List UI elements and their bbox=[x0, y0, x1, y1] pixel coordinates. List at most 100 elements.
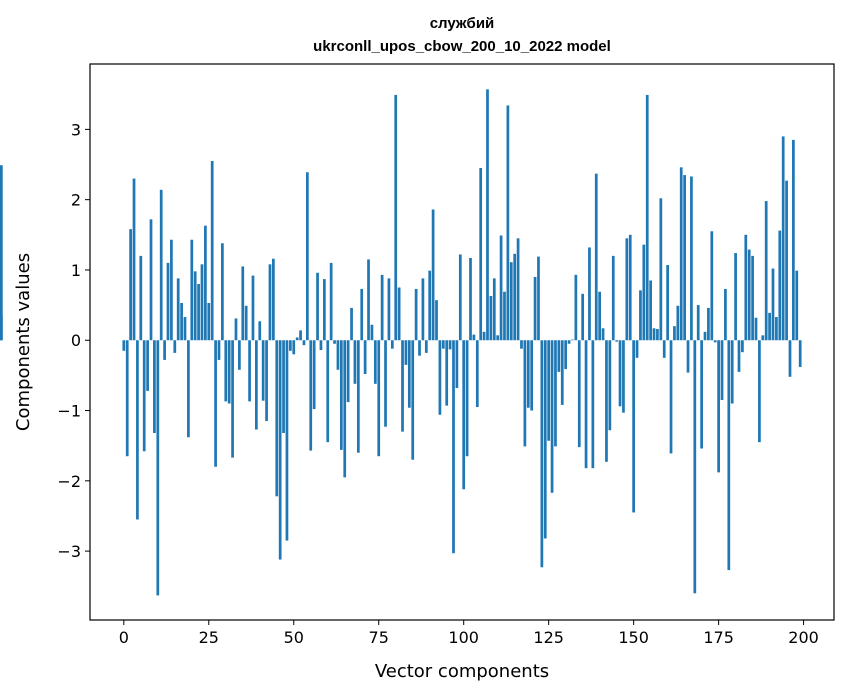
bar bbox=[577, 340, 581, 448]
bar bbox=[690, 176, 693, 341]
chart-subtitle: ukrconll_upos_cbow_200_10_2022 model bbox=[313, 38, 611, 55]
bar bbox=[710, 231, 714, 341]
bar bbox=[775, 317, 778, 341]
bar bbox=[523, 340, 527, 447]
bar bbox=[428, 270, 432, 341]
bar bbox=[210, 161, 214, 341]
bar bbox=[200, 264, 204, 341]
bar bbox=[503, 291, 506, 341]
bar bbox=[798, 340, 802, 367]
bar bbox=[146, 340, 149, 391]
bar bbox=[319, 340, 323, 351]
x-tick-label: 125 bbox=[533, 628, 564, 647]
bar bbox=[421, 278, 425, 341]
bar bbox=[462, 340, 466, 490]
bar bbox=[676, 305, 680, 341]
bar bbox=[204, 225, 207, 341]
bar bbox=[292, 340, 296, 355]
bar bbox=[588, 247, 591, 341]
plot-frame bbox=[89, 63, 835, 621]
x-tick-label: 75 bbox=[369, 628, 389, 647]
bar bbox=[598, 291, 602, 341]
bar bbox=[771, 268, 775, 341]
bar bbox=[741, 340, 744, 353]
bar bbox=[370, 324, 374, 341]
bar bbox=[166, 262, 170, 341]
bar bbox=[272, 258, 275, 341]
bar bbox=[652, 328, 656, 341]
bar bbox=[404, 340, 408, 365]
bar bbox=[543, 340, 547, 539]
bar bbox=[669, 340, 673, 454]
bar bbox=[703, 331, 707, 341]
bar bbox=[224, 340, 228, 402]
bar bbox=[734, 253, 737, 341]
bar bbox=[744, 234, 748, 341]
bar bbox=[333, 340, 336, 344]
bar bbox=[751, 255, 754, 341]
bar bbox=[241, 266, 245, 341]
bar bbox=[173, 340, 177, 353]
bar bbox=[407, 340, 411, 408]
bar bbox=[316, 272, 319, 341]
y-tick-label: −1 bbox=[57, 402, 81, 421]
bar bbox=[217, 340, 221, 360]
bar bbox=[554, 340, 557, 447]
bar bbox=[615, 340, 619, 342]
bar bbox=[628, 234, 632, 341]
bar bbox=[435, 300, 438, 341]
y-tick-label: 2 bbox=[71, 191, 81, 210]
bar bbox=[234, 318, 238, 341]
bar bbox=[516, 238, 520, 341]
bar bbox=[251, 275, 255, 341]
bar bbox=[696, 305, 700, 341]
bar bbox=[747, 249, 751, 341]
bar bbox=[700, 340, 703, 449]
bar bbox=[547, 340, 551, 441]
bar bbox=[625, 238, 629, 341]
bar bbox=[431, 209, 435, 341]
bar bbox=[560, 340, 564, 405]
bar bbox=[356, 340, 360, 453]
bar bbox=[312, 340, 316, 410]
bar bbox=[465, 340, 469, 457]
bar bbox=[136, 340, 139, 520]
bar bbox=[367, 259, 370, 341]
bar bbox=[618, 340, 622, 407]
x-tick-label: 0 bbox=[119, 628, 129, 647]
bar bbox=[149, 219, 153, 341]
bar bbox=[129, 229, 132, 341]
bar bbox=[482, 331, 486, 341]
x-tick-label: 175 bbox=[703, 628, 734, 647]
bar bbox=[170, 239, 173, 341]
bar bbox=[622, 340, 625, 413]
bar bbox=[758, 340, 761, 443]
bar bbox=[414, 288, 418, 341]
bar bbox=[520, 340, 523, 349]
bar bbox=[659, 198, 663, 341]
bar bbox=[350, 307, 353, 341]
bar bbox=[693, 340, 697, 594]
bar bbox=[526, 340, 530, 408]
bar bbox=[163, 340, 166, 360]
bar bbox=[180, 302, 183, 341]
bar bbox=[730, 340, 734, 404]
bar bbox=[339, 340, 343, 450]
bar bbox=[438, 340, 442, 415]
bar bbox=[390, 340, 394, 349]
bar bbox=[472, 334, 476, 341]
bar bbox=[720, 340, 724, 400]
bar bbox=[305, 172, 309, 341]
bar bbox=[567, 340, 571, 344]
bar bbox=[244, 305, 248, 341]
bar bbox=[329, 262, 333, 341]
bar bbox=[261, 340, 265, 401]
bar bbox=[441, 340, 445, 349]
bar bbox=[533, 276, 537, 341]
bar bbox=[418, 340, 421, 356]
bar bbox=[384, 340, 387, 427]
bar bbox=[713, 340, 717, 343]
bar bbox=[707, 307, 710, 341]
bar bbox=[193, 271, 197, 341]
bars-group bbox=[0, 89, 802, 596]
